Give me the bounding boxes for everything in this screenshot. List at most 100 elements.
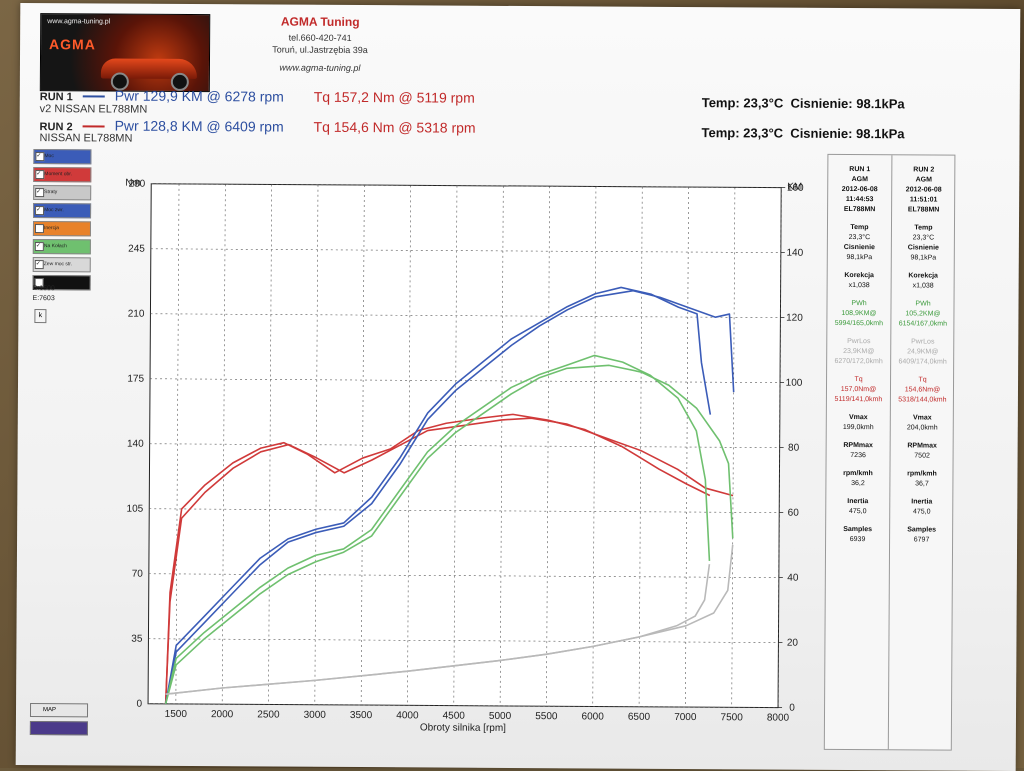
stat-line: 6797 <box>890 535 953 545</box>
stat-line: rpm/kmh <box>890 469 953 479</box>
y-right-tick-label: 120 <box>786 313 803 324</box>
bottom-legend-item[interactable] <box>30 721 88 735</box>
company-info: AGMA Tuning tel.660-420-741 Toruń, ul.Ja… <box>210 14 430 73</box>
stat-line: 199,0kmh <box>827 423 890 433</box>
legend-checkbox[interactable]: ✓ <box>35 188 44 197</box>
x-tick-label: 7500 <box>721 712 744 723</box>
run1-car: v2 NISSAN EL788MN <box>40 103 148 116</box>
legend-checkbox[interactable]: ✓ <box>35 242 44 251</box>
stat-line: 2012-06-08 <box>892 185 955 195</box>
stat-line: Korekcja <box>828 271 891 281</box>
stat-line: 11:44:53 <box>828 195 891 205</box>
stat-line: 98,1kPa <box>828 253 891 263</box>
run1-pressure: Cisnienie: 98.1kPa <box>790 96 904 112</box>
stat-line: PwrLos <box>891 337 954 347</box>
legend-checkbox[interactable]: ✓ <box>35 170 44 179</box>
range-begin: B:1500 <box>33 285 55 292</box>
stat-line: 6409/174,0kmh <box>891 357 954 367</box>
range-end: E:7603 <box>33 295 55 302</box>
x-tick-label: 4000 <box>396 710 419 721</box>
x-tick-label: 4500 <box>443 711 466 722</box>
y-right-tick-label: 80 <box>788 443 800 454</box>
stat-line: PWh <box>827 299 890 309</box>
stat-line: x1,038 <box>828 281 891 291</box>
stat-line: Tq <box>891 375 954 385</box>
run1-env: Temp: 23,3°C Cisnienie: 98.1kPa <box>702 95 905 111</box>
legend-item[interactable]: Inercja <box>33 221 91 236</box>
legend-item[interactable]: ✓Straty <box>33 185 91 200</box>
stat-line: 6154/167,0kmh <box>891 319 954 329</box>
stat-line: 108,9KM@ <box>827 309 890 319</box>
y-right-tick-label: 140 <box>786 248 803 259</box>
y-right-tick-label: 0 <box>789 703 795 714</box>
stat-line: 204,0kmh <box>891 423 954 433</box>
x-axis-label: Obroty silnika [rpm] <box>420 722 506 734</box>
stat-line: Samples <box>890 525 953 535</box>
legend-label: Zew moc str. <box>44 261 72 267</box>
stat-line: Cisnienie <box>892 243 955 253</box>
stat-line: 6270/172,0kmh <box>827 357 890 367</box>
y-left-tick-label: 175 <box>127 374 144 385</box>
stat-line: Inertia <box>890 497 953 507</box>
x-tick-label: 3000 <box>304 710 327 721</box>
legend-item[interactable]: ✓Moc zwr. <box>33 203 91 218</box>
y-left-tick-label: 35 <box>131 634 143 645</box>
stat-line: 7502 <box>891 451 954 461</box>
stat-line: 157,0Nm@ <box>827 385 890 395</box>
stat-line: AGM <box>892 175 955 185</box>
x-tick-label: 5500 <box>535 711 558 722</box>
stat-line: Samples <box>826 525 889 535</box>
stat-line: EL788MN <box>828 205 891 215</box>
stat-line: x1,038 <box>892 281 955 291</box>
dyno-printout: www.agma-tuning.pl AGMA AGMA Tuning tel.… <box>16 3 1021 771</box>
series-legend: ✓Moc✓Moment obr.✓Straty✓Moc zwr.Inercja✓… <box>33 149 92 293</box>
legend-item[interactable]: ✓Moment obr. <box>33 167 91 182</box>
y-left-tick-label: 140 <box>127 439 144 450</box>
company-website[interactable]: www.agma-tuning.pl <box>210 62 430 73</box>
stat-line: 5318/144,0kmh <box>891 395 954 405</box>
agma-logo: www.agma-tuning.pl AGMA <box>40 13 210 92</box>
legend-checkbox[interactable]: ✓ <box>35 152 44 161</box>
company-phone: tel.660-420-741 <box>210 32 430 43</box>
stat-line: 36,2 <box>826 479 889 489</box>
legend-item[interactable]: ✓Zew moc str. <box>33 257 91 272</box>
stat-line: Tq <box>827 375 890 385</box>
run2-temp: Temp: 23,3°C <box>702 125 784 140</box>
stat-line: RUN 2 <box>892 165 955 175</box>
x-tick-label: 7000 <box>674 712 697 723</box>
stat-line: 105,2KM@ <box>891 309 954 319</box>
legend-label: Moc zwr. <box>44 207 64 213</box>
run2-car: NISSAN EL788MN <box>39 132 132 145</box>
stat-line: 6939 <box>826 535 889 545</box>
x-tick-label: 8000 <box>767 713 790 724</box>
legend-checkbox[interactable]: ✓ <box>35 206 44 215</box>
x-tick-label: 3500 <box>350 710 373 721</box>
y-right-tick-label: 40 <box>787 573 799 584</box>
y-left-axis-label: Nm <box>125 178 141 189</box>
x-tick-label: 5000 <box>489 711 512 722</box>
legend-label: Straty <box>44 189 57 195</box>
k-button[interactable]: k <box>34 309 46 323</box>
stat-line: 11:51:01 <box>892 195 955 205</box>
bottom-legend-item[interactable]: MAP <box>30 703 88 717</box>
legend-item[interactable]: ✓Moc <box>33 149 91 164</box>
legend-item[interactable]: ✓Na Kołach <box>33 239 91 254</box>
stat-line: Vmax <box>891 413 954 423</box>
company-address: Toruń, ul.Jastrzębia 39a <box>210 44 430 55</box>
stat-line: 23,3°C <box>892 233 955 243</box>
legend-checkbox[interactable] <box>35 224 44 233</box>
legend-label: Moment obr. <box>44 171 72 177</box>
run2-env: Temp: 23,3°C Cisnienie: 98.1kPa <box>702 125 905 141</box>
stat-line: Temp <box>892 223 955 233</box>
stat-line: RUN 1 <box>828 165 891 175</box>
run1-power: Pwr 129,9 KM @ 6278 rpm <box>115 88 284 105</box>
run2-torque: Tq 154,6 Nm @ 5318 rpm <box>314 119 476 136</box>
legend-checkbox[interactable]: ✓ <box>35 260 44 269</box>
run1-label: RUN 1 <box>40 91 73 103</box>
stat-line: Vmax <box>827 413 890 423</box>
run2-pressure: Cisnienie: 98.1kPa <box>790 126 904 142</box>
y-right-tick-label: 60 <box>788 508 800 519</box>
